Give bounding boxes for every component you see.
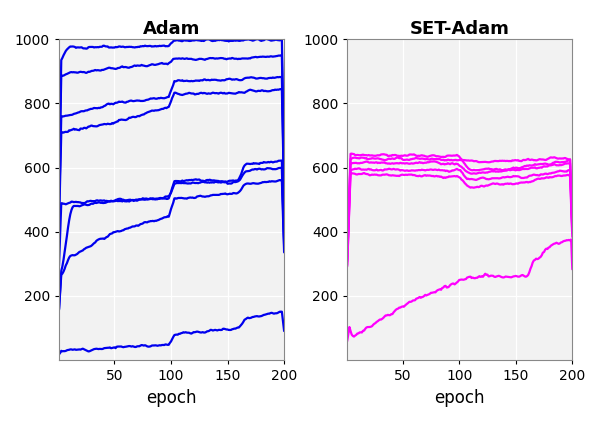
X-axis label: epoch: epoch — [434, 389, 485, 407]
X-axis label: epoch: epoch — [146, 389, 197, 407]
Title: SET-Adam: SET-Adam — [410, 20, 510, 37]
Title: Adam: Adam — [143, 20, 200, 37]
